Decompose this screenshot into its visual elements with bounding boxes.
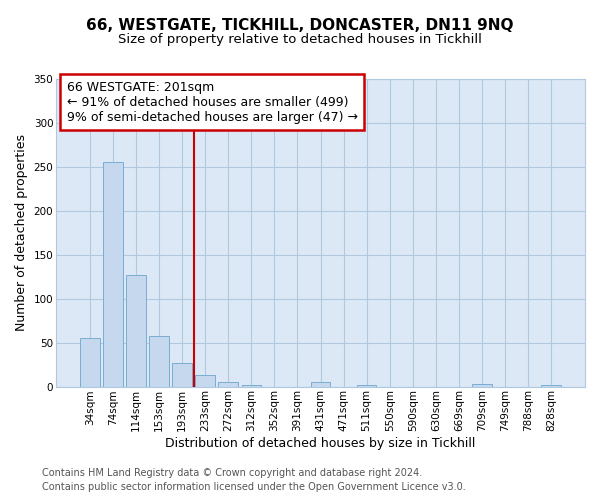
- Bar: [472, 384, 492, 386]
- Bar: [103, 162, 123, 386]
- Text: Contains HM Land Registry data © Crown copyright and database right 2024.: Contains HM Land Registry data © Crown c…: [42, 468, 422, 477]
- Text: 66, WESTGATE, TICKHILL, DONCASTER, DN11 9NQ: 66, WESTGATE, TICKHILL, DONCASTER, DN11 …: [86, 18, 514, 32]
- Bar: [541, 385, 561, 386]
- Bar: [80, 338, 100, 386]
- Text: Contains public sector information licensed under the Open Government Licence v3: Contains public sector information licen…: [42, 482, 466, 492]
- Text: Size of property relative to detached houses in Tickhill: Size of property relative to detached ho…: [118, 32, 482, 46]
- Bar: [149, 336, 169, 386]
- X-axis label: Distribution of detached houses by size in Tickhill: Distribution of detached houses by size …: [166, 437, 476, 450]
- Bar: [242, 385, 261, 386]
- Bar: [172, 363, 192, 386]
- Bar: [357, 385, 376, 386]
- Text: 66 WESTGATE: 201sqm
← 91% of detached houses are smaller (499)
9% of semi-detach: 66 WESTGATE: 201sqm ← 91% of detached ho…: [67, 80, 358, 124]
- Bar: [218, 382, 238, 386]
- Bar: [126, 275, 146, 386]
- Bar: [196, 375, 215, 386]
- Bar: [311, 382, 331, 386]
- Y-axis label: Number of detached properties: Number of detached properties: [15, 134, 28, 332]
